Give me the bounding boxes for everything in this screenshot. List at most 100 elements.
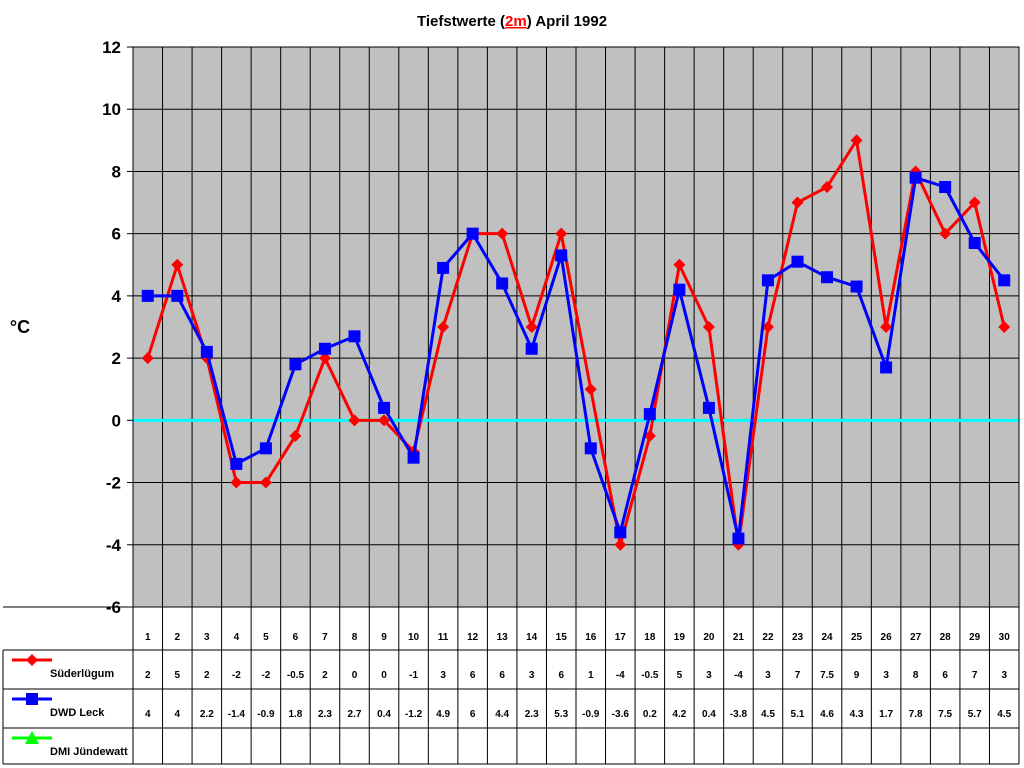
x-tick-label: 21 (733, 632, 745, 643)
data-point (939, 181, 952, 193)
data-point (614, 538, 627, 551)
table-cell-value: 4 (145, 709, 151, 720)
table-cell-value: 4.3 (850, 709, 864, 720)
x-tick-label: 13 (497, 632, 509, 643)
data-point (850, 134, 863, 147)
table-cell-value: 0.4 (702, 709, 716, 720)
grid (132, 46, 1020, 608)
table-cell-value: 4.2 (672, 709, 686, 720)
table-cell-value: -0.9 (257, 709, 275, 720)
table-cell-value: 3 (440, 670, 446, 681)
data-point (761, 274, 774, 287)
table-cell-value: 2 (145, 670, 151, 681)
data-point (850, 280, 863, 293)
chart-title: Tiefstwerte (2m) April 1992 (417, 13, 607, 30)
table-cell-value: 0 (352, 670, 358, 681)
data-point (968, 196, 981, 209)
table-cell-value: -2 (261, 670, 270, 681)
y-tick-label: 2 (112, 349, 121, 368)
y-tick-label: -4 (106, 536, 122, 555)
x-tick-label: 17 (615, 632, 627, 643)
table-cell-value: -1 (409, 670, 418, 681)
data-point (171, 258, 184, 271)
x-tick-label: 2 (175, 632, 181, 643)
x-tick-label: 26 (881, 632, 893, 643)
table-cell-value: 5.1 (791, 709, 805, 720)
table-cell-value: -2 (232, 670, 241, 681)
table-cell-value: -4 (616, 670, 625, 681)
data-point (318, 352, 331, 365)
x-tick-label: 14 (526, 632, 538, 643)
table-cell-value: 7 (795, 670, 801, 681)
x-tick-label: 1 (145, 632, 151, 643)
table-cell-value: 2.7 (348, 709, 362, 720)
table-cell-value: 1.7 (879, 709, 893, 720)
table-cell-value: 6 (470, 670, 476, 681)
data-table: 1 2 3 4 5 6 7 8 9 10 11 12 13 14 15 16 17 18 19 20 21 22 23 24 2… (2, 606, 1020, 765)
table-cell-value: 7 (972, 670, 978, 681)
table-cell-value: 4 (175, 709, 181, 720)
legend-marker (25, 731, 39, 744)
x-tick-label: 3 (204, 632, 210, 643)
data-point (200, 345, 213, 358)
legend-label: Süderlügum (50, 668, 114, 680)
table-cell-value: 7.5 (820, 670, 834, 681)
data-point (555, 227, 568, 240)
legend-marker (26, 654, 38, 666)
x-tick-label: 28 (940, 632, 952, 643)
series (141, 134, 1011, 551)
table-cell-value: 1.8 (288, 709, 302, 720)
data-point (880, 321, 893, 333)
y-axis-label: °C (10, 317, 30, 337)
legend-marker (26, 693, 38, 705)
data-point (496, 227, 509, 240)
table-cell-value: 6 (470, 709, 476, 720)
data-point (437, 261, 450, 274)
x-tick-label: 24 (821, 632, 833, 643)
table-cell-value: 6 (942, 670, 948, 681)
data-point (141, 289, 154, 302)
x-tick-label: 15 (556, 632, 568, 643)
table-cell-value: 3 (1001, 670, 1007, 681)
x-tick-label: 25 (851, 632, 863, 643)
y-tick-label: -2 (106, 474, 121, 493)
y-tick-label: 6 (112, 225, 121, 244)
data-point (821, 271, 834, 284)
table-cell-value: 8 (913, 670, 919, 681)
x-tick-label: 30 (999, 632, 1011, 643)
data-point (702, 321, 715, 333)
data-point (761, 321, 774, 333)
table-cell-value: 2.2 (200, 709, 214, 720)
data-point (998, 274, 1011, 287)
data-point (673, 258, 686, 271)
legend-label: DWD Leck (50, 707, 105, 719)
table-cell-value: -0.5 (287, 670, 305, 681)
table-cell-value: 3 (529, 670, 535, 681)
y-tick-label: 8 (112, 162, 121, 181)
x-tick-label: 9 (381, 632, 387, 643)
x-tick-label: 8 (352, 632, 358, 643)
table-cell-value: 5.7 (968, 709, 982, 720)
data-point (643, 429, 656, 442)
table-cell-value: 0 (381, 670, 387, 681)
table-cell-value: 6 (558, 670, 564, 681)
data-point (791, 196, 804, 209)
y-tick-label: 12 (102, 38, 121, 57)
x-tick-label: 12 (467, 632, 479, 643)
table-cell-value: -3.6 (612, 709, 630, 720)
data-point (348, 330, 361, 343)
table-cell-value: 2 (322, 670, 328, 681)
data-point (437, 321, 450, 333)
table-cell-value: 5 (677, 670, 683, 681)
data-point (791, 255, 804, 268)
data-point (614, 526, 627, 539)
table-cell-value: 5.3 (554, 709, 568, 720)
data-point (968, 237, 981, 249)
series-line (146, 138, 1006, 547)
x-tick-label: 5 (263, 632, 269, 643)
table-cell-value: 9 (854, 670, 860, 681)
data-point (821, 181, 834, 193)
table-cell-value: 4.5 (997, 709, 1011, 720)
chart-title-highlight: 2m (505, 13, 527, 30)
